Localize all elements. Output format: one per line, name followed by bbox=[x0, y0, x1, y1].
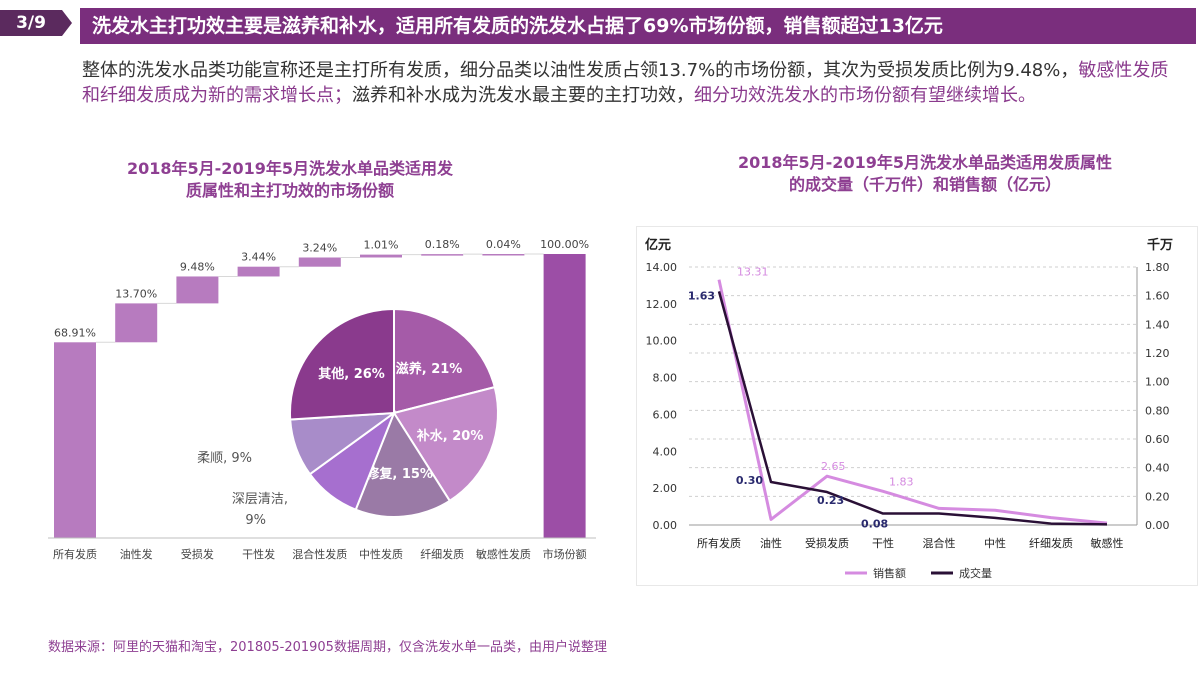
waterfall-data-label: 1.01% bbox=[364, 239, 399, 252]
x-tick-label: 敏感性 bbox=[1091, 536, 1124, 550]
waterfall-data-label: 3.24% bbox=[302, 241, 337, 254]
y-tick-label: 8.00 bbox=[653, 372, 678, 385]
waterfall-category-label: 混合性发质 bbox=[292, 547, 347, 561]
summary-part-1: 整体的洗发水品类功能宣称还是主打所有发质，细分品类以油性发质占领13.7%的市场… bbox=[82, 60, 1079, 81]
y2-tick-label: 1.60 bbox=[1145, 290, 1170, 303]
x-tick-label: 混合性 bbox=[923, 536, 956, 550]
waterfall-data-label: 0.04% bbox=[486, 238, 521, 251]
point-data-label: 0.23 bbox=[817, 494, 844, 507]
waterfall-chart-svg: 68.91% 所有发质 13.70% 油性发 9.48% 受损发 3.44% 干性发 3.24%… bbox=[48, 238, 596, 561]
waterfall-category-label: 敏感性发质 bbox=[476, 547, 531, 561]
summary-text: 整体的洗发水品类功能宣称还是主打所有发质，细分品类以油性发质占领13.7%的市场… bbox=[82, 58, 1172, 108]
y-tick-label: 4.00 bbox=[653, 445, 678, 458]
waterfall-data-label: 3.44% bbox=[241, 251, 276, 264]
x-tick-label: 受损发质 bbox=[805, 536, 849, 550]
point-data-label: 13.31 bbox=[737, 266, 769, 279]
point-data-label: 0.08 bbox=[861, 518, 888, 531]
waterfall-category-label: 市场份额 bbox=[543, 547, 587, 561]
y2-tick-label: 0.40 bbox=[1145, 462, 1170, 475]
y-axis-label: 亿元 bbox=[645, 237, 671, 253]
point-data-label: 1.83 bbox=[889, 475, 914, 488]
waterfall-bar bbox=[543, 254, 586, 538]
waterfall-data-label: 9.48% bbox=[180, 260, 215, 273]
legend-label: 销售额 bbox=[873, 566, 906, 580]
y2-axis-label: 千万 bbox=[1147, 237, 1173, 253]
waterfall-category-label: 中性发质 bbox=[359, 547, 403, 561]
line-chart-svg: 0.00 0.20 0.40 0.60 0.80 1.00 1.20 1.40 1.60 1.80… bbox=[645, 237, 1173, 580]
pie-data-label: 修复, 15% bbox=[365, 466, 433, 482]
point-data-label: 2.65 bbox=[821, 460, 846, 473]
waterfall-bar bbox=[115, 303, 158, 343]
y-tick-label: 0.00 bbox=[653, 519, 678, 532]
waterfall-category-label: 受损发 bbox=[181, 547, 214, 561]
waterfall-category-label: 纤细发质 bbox=[420, 547, 464, 561]
x-tick-label: 中性 bbox=[984, 536, 1006, 550]
pie-slice bbox=[392, 385, 499, 503]
y-tick-label: 14.00 bbox=[646, 261, 678, 274]
right-chart-title-line-1: 2018年5月-2019年5月洗发水单品类适用发质属性 bbox=[738, 153, 1112, 172]
waterfall-bar bbox=[298, 257, 341, 267]
y2-tick-label: 0.00 bbox=[1145, 519, 1170, 532]
page-number: 3/9 bbox=[0, 10, 72, 36]
left-chart-title: 2018年5月-2019年5月洗发水单品类适用发 质属性和主打功效的市场份额 bbox=[120, 158, 460, 202]
y2-tick-label: 1.00 bbox=[1145, 376, 1170, 389]
y-tick-label: 12.00 bbox=[646, 298, 678, 311]
pie-data-label: 滋养, 21% bbox=[396, 361, 463, 377]
waterfall-data-label: 0.18% bbox=[425, 238, 460, 251]
pie-slice bbox=[354, 410, 452, 518]
pie-data-label: 补水, 20% bbox=[416, 428, 484, 444]
summary-part-4: 细分功效洗发水的市场份额有望继续增长。 bbox=[694, 85, 1036, 106]
waterfall-category-label: 所有发质 bbox=[53, 547, 97, 561]
y2-tick-label: 1.80 bbox=[1145, 261, 1170, 274]
volume-series-line bbox=[717, 291, 1108, 526]
pie-data-label: 其他, 26% bbox=[318, 366, 385, 382]
x-tick-label: 所有发质 bbox=[697, 536, 741, 550]
legend-label: 成交量 bbox=[959, 566, 992, 580]
waterfall-bar bbox=[421, 254, 464, 256]
waterfall-data-label: 100.00% bbox=[540, 238, 589, 251]
waterfall-pie-chart: 68.91% 所有发质 13.70% 油性发 9.48% 受损发 3.44% 干性发 3.24%… bbox=[40, 228, 600, 578]
y2-tick-label: 0.80 bbox=[1145, 404, 1170, 417]
right-chart-title: 2018年5月-2019年5月洗发水单品类适用发质属性 的成交量（千万件）和销售… bbox=[700, 152, 1150, 196]
pie-data-label: 深层清洁, bbox=[232, 492, 288, 507]
point-data-label: 0.30 bbox=[736, 474, 763, 487]
y2-tick-label: 0.20 bbox=[1145, 490, 1170, 503]
x-tick-label: 油性 bbox=[760, 536, 782, 550]
point-data-label: 1.63 bbox=[688, 289, 715, 302]
waterfall-bar bbox=[482, 254, 525, 256]
y-tick-label: 2.00 bbox=[653, 482, 678, 495]
left-chart-title-line-2: 质属性和主打功效的市场份额 bbox=[185, 181, 394, 200]
y-tick-label: 6.00 bbox=[653, 408, 678, 421]
waterfall-bar bbox=[176, 276, 219, 304]
pie-data-label: 柔顺, 9% bbox=[197, 451, 252, 466]
summary-part-2: 敏感性发质和纤细发质成为新的需求增长点； bbox=[82, 60, 1169, 106]
slide-title: 洗发水主打功效主要是滋养和补水，适用所有发质的洗发水占据了69%市场份额，销售额… bbox=[80, 8, 1196, 44]
pie-data-label: 9% bbox=[245, 513, 266, 528]
y2-tick-label: 1.20 bbox=[1145, 347, 1170, 360]
y2-tick-label: 1.40 bbox=[1145, 318, 1170, 331]
right-chart-title-line-2: 的成交量（千万件）和销售额（亿元） bbox=[788, 175, 1061, 194]
data-source-note: 数据来源：阿里的天猫和淘宝，201805-201905数据周期，仅含洗发水单一品… bbox=[48, 640, 607, 655]
waterfall-data-label: 68.91% bbox=[54, 326, 96, 339]
waterfall-data-label: 13.70% bbox=[115, 287, 157, 300]
y-tick-label: 10.00 bbox=[646, 335, 678, 348]
left-chart-title-line-1: 2018年5月-2019年5月洗发水单品类适用发 bbox=[127, 159, 453, 178]
waterfall-category-label: 油性发 bbox=[120, 547, 153, 561]
sales-series-line bbox=[717, 279, 1108, 525]
waterfall-bar bbox=[237, 266, 280, 277]
summary-part-3: 滋养和补水成为洗发水最主要的主打功效， bbox=[352, 85, 694, 106]
pie-slice bbox=[393, 307, 496, 415]
waterfall-bar bbox=[54, 342, 96, 538]
y2-tick-label: 0.60 bbox=[1145, 433, 1170, 446]
x-tick-label: 纤细发质 bbox=[1029, 536, 1073, 550]
pie-slice bbox=[289, 307, 395, 421]
line-chart: 0.00 0.20 0.40 0.60 0.80 1.00 1.20 1.40 1.60 1.80… bbox=[636, 226, 1198, 586]
waterfall-bar bbox=[360, 254, 402, 258]
waterfall-category-label: 干性发 bbox=[242, 547, 275, 561]
x-tick-label: 干性 bbox=[872, 536, 894, 550]
